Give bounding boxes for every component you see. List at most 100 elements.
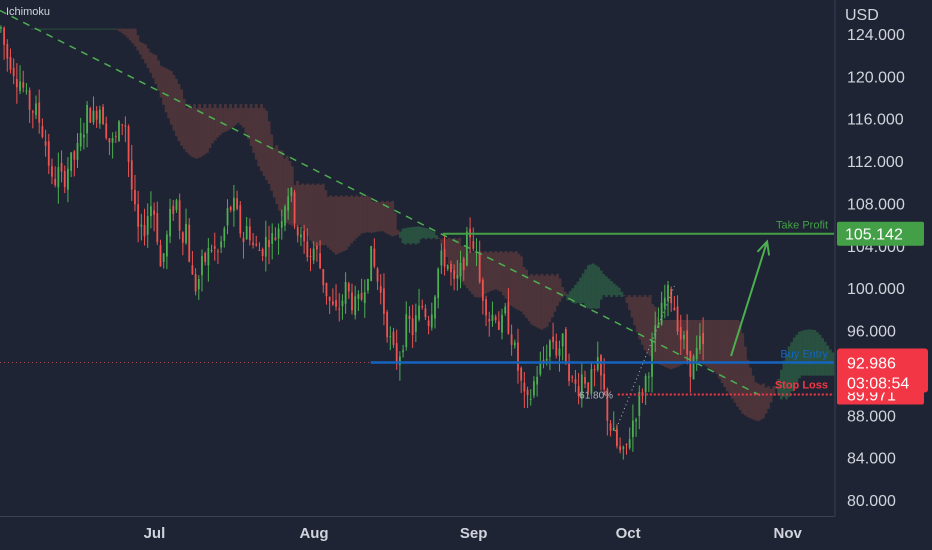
- candle-body[interactable]: [162, 253, 165, 262]
- candle-body[interactable]: [568, 361, 570, 382]
- candle-body[interactable]: [644, 375, 647, 393]
- candle-body[interactable]: [555, 341, 558, 356]
- candle-body[interactable]: [197, 279, 200, 290]
- candle-body[interactable]: [670, 289, 673, 304]
- candle-body[interactable]: [210, 250, 213, 252]
- candle-body[interactable]: [507, 302, 510, 334]
- candle-body[interactable]: [631, 420, 634, 437]
- candle-body[interactable]: [418, 305, 420, 320]
- candle-body[interactable]: [609, 423, 612, 431]
- candle-body[interactable]: [268, 240, 270, 248]
- candle-body[interactable]: [513, 342, 516, 346]
- candle-body[interactable]: [526, 389, 529, 396]
- candle-body[interactable]: [73, 151, 76, 160]
- candle-body[interactable]: [19, 81, 21, 91]
- candle-body[interactable]: [290, 188, 293, 197]
- candle-body[interactable]: [143, 225, 146, 237]
- candle-body[interactable]: [118, 121, 120, 141]
- candle-body[interactable]: [217, 250, 219, 252]
- candle-body[interactable]: [523, 382, 526, 392]
- candle-body[interactable]: [497, 321, 500, 330]
- candle-body[interactable]: [277, 228, 280, 239]
- candle-body[interactable]: [673, 307, 676, 311]
- candle-body[interactable]: [280, 221, 283, 228]
- candle-body[interactable]: [638, 391, 641, 416]
- candle-body[interactable]: [695, 348, 698, 360]
- candle-body[interactable]: [191, 265, 194, 275]
- candle-body[interactable]: [137, 204, 140, 227]
- candle-body[interactable]: [545, 358, 548, 361]
- candle-body[interactable]: [319, 253, 321, 269]
- candle-body[interactable]: [22, 82, 25, 88]
- candle-body[interactable]: [12, 67, 15, 76]
- candle-body[interactable]: [625, 443, 628, 445]
- candle-body[interactable]: [405, 314, 408, 348]
- candle-body[interactable]: [376, 268, 379, 282]
- candle-body[interactable]: [98, 109, 101, 124]
- candle-body[interactable]: [481, 279, 484, 301]
- candle-body[interactable]: [510, 334, 513, 345]
- candle-body[interactable]: [44, 141, 47, 146]
- candle-body[interactable]: [580, 374, 583, 399]
- candle-body[interactable]: [70, 152, 73, 171]
- candle-body[interactable]: [564, 329, 567, 365]
- candle-body[interactable]: [539, 363, 542, 375]
- candle-body[interactable]: [542, 359, 545, 362]
- projection-arrow-shaft[interactable]: [730, 241, 769, 357]
- candle-body[interactable]: [367, 279, 369, 291]
- candle-body[interactable]: [328, 296, 331, 301]
- candle-body[interactable]: [577, 386, 580, 396]
- candle-body[interactable]: [603, 373, 606, 390]
- candle-body[interactable]: [456, 275, 459, 279]
- candle-body[interactable]: [347, 283, 350, 292]
- candle-body[interactable]: [86, 104, 88, 134]
- candle-body[interactable]: [271, 233, 274, 244]
- candle-body[interactable]: [264, 236, 267, 257]
- candle-body[interactable]: [47, 141, 50, 166]
- candle-body[interactable]: [657, 324, 660, 328]
- candle-body[interactable]: [178, 200, 181, 231]
- candle-body[interactable]: [357, 294, 360, 299]
- candle-body[interactable]: [76, 143, 79, 161]
- candle-body[interactable]: [421, 305, 424, 308]
- candle-body[interactable]: [663, 297, 666, 308]
- candle-body[interactable]: [491, 314, 494, 321]
- candle-body[interactable]: [207, 248, 210, 266]
- candle-body[interactable]: [373, 248, 376, 267]
- candle-body[interactable]: [229, 207, 232, 210]
- candle-body[interactable]: [501, 314, 503, 333]
- candle-body[interactable]: [239, 205, 242, 234]
- candle-body[interactable]: [9, 56, 12, 70]
- candle-body[interactable]: [236, 198, 238, 209]
- candle-body[interactable]: [57, 167, 60, 188]
- candle-body[interactable]: [389, 336, 392, 338]
- candle-body[interactable]: [312, 248, 315, 261]
- candle-body[interactable]: [379, 286, 382, 293]
- candle-body[interactable]: [309, 256, 312, 258]
- candle-body[interactable]: [660, 302, 663, 325]
- candle-body[interactable]: [702, 332, 705, 345]
- candle-body[interactable]: [354, 296, 357, 316]
- candle-body[interactable]: [335, 300, 337, 307]
- candle-body[interactable]: [574, 379, 577, 384]
- candle-body[interactable]: [245, 226, 248, 240]
- candle-body[interactable]: [360, 292, 363, 300]
- candle-body[interactable]: [140, 224, 143, 227]
- candle-body[interactable]: [485, 299, 487, 316]
- candle-body[interactable]: [63, 170, 66, 187]
- indicator-label[interactable]: Ichimoku: [6, 6, 51, 18]
- candle-body[interactable]: [453, 270, 456, 280]
- candle-body[interactable]: [274, 237, 277, 240]
- candle-body[interactable]: [654, 325, 657, 339]
- candle-body[interactable]: [67, 168, 69, 190]
- candle-body[interactable]: [667, 284, 669, 301]
- candle-body[interactable]: [54, 178, 57, 186]
- candle-body[interactable]: [108, 138, 111, 143]
- candle-body[interactable]: [15, 79, 18, 88]
- candle-body[interactable]: [102, 106, 104, 125]
- candle-body[interactable]: [699, 335, 701, 350]
- candle-body[interactable]: [3, 27, 5, 45]
- candle-body[interactable]: [95, 110, 98, 120]
- candle-body[interactable]: [446, 265, 449, 269]
